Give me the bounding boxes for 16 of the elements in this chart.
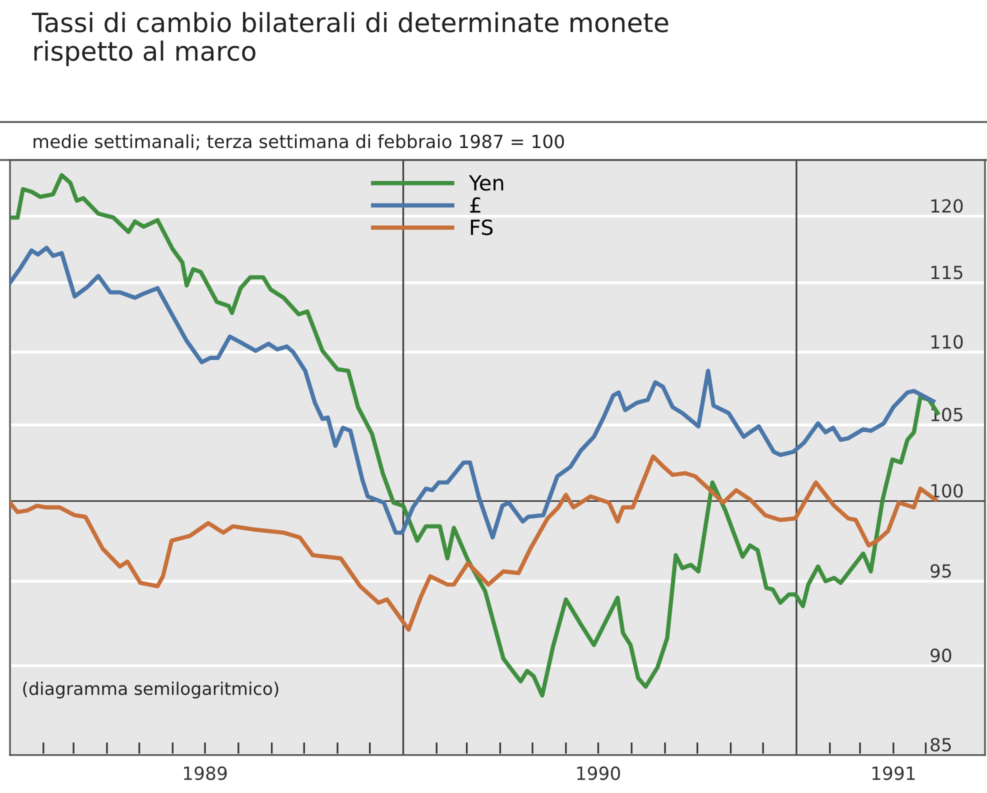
y-tick-label: 120 — [931, 199, 963, 213]
y-tick-label: 90 — [930, 648, 952, 662]
annotation: (diagramma semilogaritmico) — [23, 682, 278, 698]
y-tick-label: 95 — [930, 564, 951, 578]
y-tick-label: 85 — [930, 738, 951, 752]
y-tick-label: 110 — [931, 335, 963, 349]
y-tick-label: 100 — [931, 484, 963, 498]
y-tick-label: 115 — [931, 266, 962, 280]
legend-label: FS — [470, 219, 493, 236]
chart-title: Tassi di cambio bilaterali di determinate monete rispetto al marco — [32, 12, 668, 66]
x-tick-label: 1990 — [577, 766, 620, 780]
legend-label: £ — [470, 197, 480, 213]
x-tick-label: 1991 — [872, 766, 915, 780]
chart-subtitle: medie settimanali; terza settimana di febbraio 1987 = 100 — [34, 134, 564, 150]
x-tick-label: 1989 — [184, 766, 227, 780]
legend-label: Yen — [468, 175, 504, 191]
